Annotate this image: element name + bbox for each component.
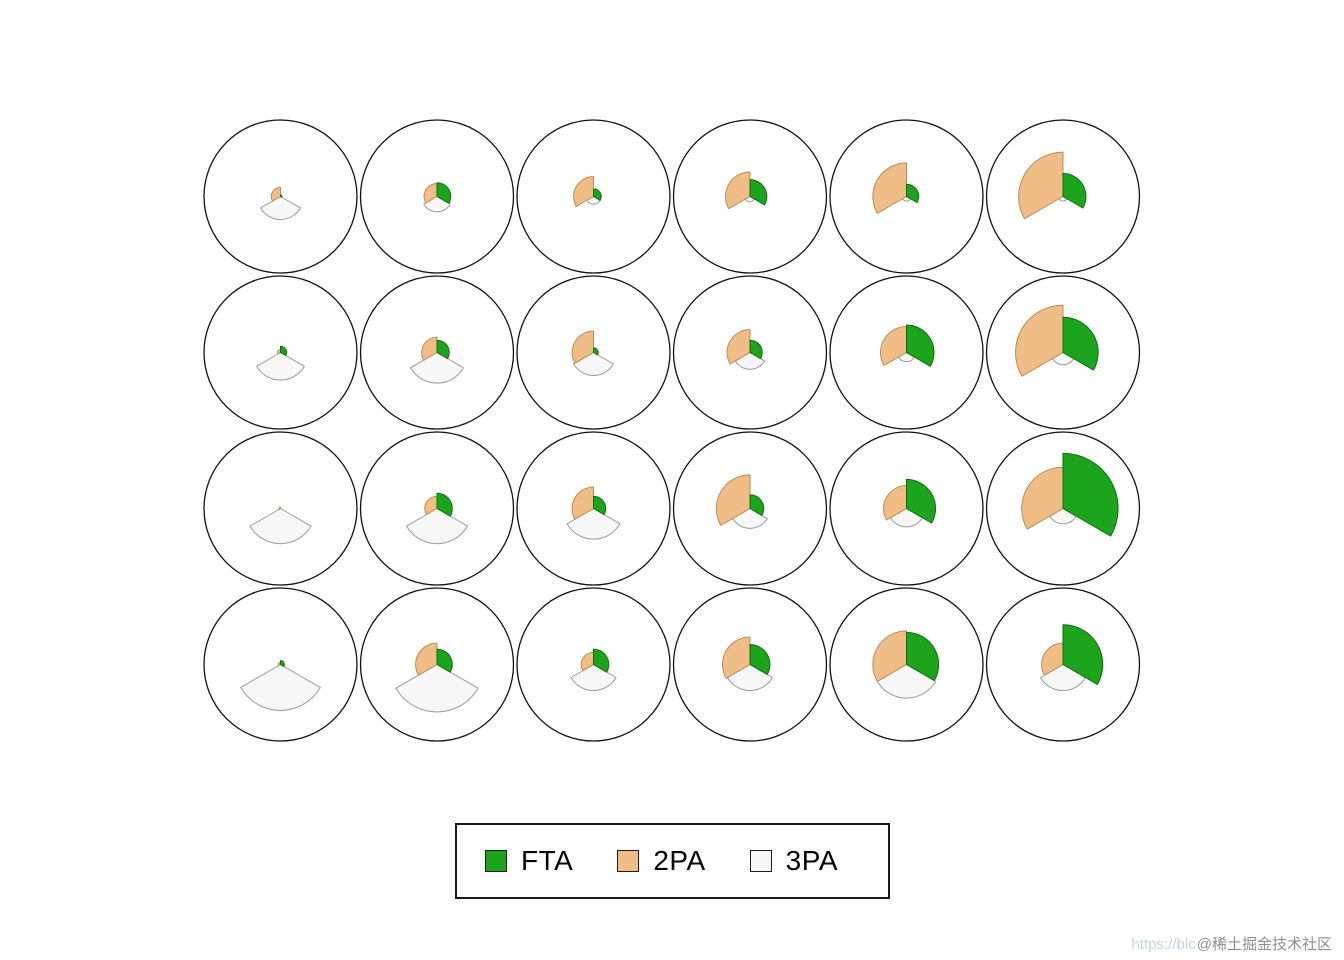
wedge-2pa xyxy=(726,329,751,365)
wedge-3pa xyxy=(573,352,614,376)
wedge-3pa xyxy=(876,664,937,699)
wedge-2pa xyxy=(722,636,751,679)
wedge-2pa xyxy=(1041,642,1064,676)
wedge-2pa xyxy=(270,186,281,202)
wedge-3pa xyxy=(734,352,766,370)
wedge-2pa xyxy=(872,162,907,214)
watermark-handle: @稀土掘金技术社区 xyxy=(1194,936,1332,953)
wedge-3pa xyxy=(249,508,312,545)
cell-r4-c3 xyxy=(516,587,671,742)
wedge-fta xyxy=(1062,452,1119,537)
watermark: https://blog.c @稀土掘金技术社区 xyxy=(1132,933,1332,954)
cell-r3-c6 xyxy=(985,431,1141,586)
2pa-swatch-icon xyxy=(617,850,640,872)
fta-swatch-icon xyxy=(485,850,507,872)
wedge-3pa xyxy=(423,196,451,213)
wedge-fta xyxy=(749,494,765,516)
wedge-2pa xyxy=(423,183,438,204)
wedge-2pa xyxy=(571,486,594,520)
wedge-2pa xyxy=(421,336,438,361)
cell-r3-c5 xyxy=(829,431,984,586)
wedge-fta xyxy=(749,339,763,360)
wedge-2pa xyxy=(883,485,907,521)
wedge-fta xyxy=(906,631,940,682)
legend-item-2pa: 2PA xyxy=(617,845,705,877)
cell-r2-c4 xyxy=(672,275,828,430)
wedge-3pa xyxy=(256,352,305,381)
wedge-fta xyxy=(436,339,450,360)
wedge-fta xyxy=(906,324,935,367)
cell-r3-c1 xyxy=(203,431,358,586)
legend-label-fta: FTA xyxy=(521,845,574,876)
wedge-fta xyxy=(1062,173,1087,209)
wedge-3pa xyxy=(570,664,617,691)
wedge-2pa xyxy=(880,325,907,366)
wedge-3pa xyxy=(566,508,621,540)
legend-label-3pa: 3PA xyxy=(785,845,839,876)
cell-r2-c1 xyxy=(203,275,358,430)
cell-r1-c5 xyxy=(829,119,984,274)
cell-r2-c3 xyxy=(516,275,671,430)
wedge-2pa xyxy=(725,171,751,210)
wedge-3pa xyxy=(726,664,774,691)
wedge-fta xyxy=(280,194,283,198)
cell-r4-c6 xyxy=(985,587,1141,742)
legend-item-fta: FTA xyxy=(485,845,573,877)
cell-r4-c5 xyxy=(829,587,984,742)
cell-r2-c2 xyxy=(359,275,515,430)
wedge-fta xyxy=(1062,624,1104,685)
wedge-2pa xyxy=(571,330,594,364)
wedge-fta xyxy=(906,183,920,204)
cell-r4-c1 xyxy=(203,587,358,742)
wedge-3pa xyxy=(395,664,479,713)
cell-r3-c4 xyxy=(672,431,828,586)
wedge-3pa xyxy=(890,508,923,528)
wedge-3pa xyxy=(410,352,464,384)
wedge-fta xyxy=(749,644,771,675)
wedge-fta xyxy=(1062,316,1099,371)
cell-r3-c2 xyxy=(359,431,515,586)
cell-r1-c3 xyxy=(516,119,671,274)
wedge-2pa xyxy=(415,642,438,676)
wedge-fta xyxy=(280,345,288,357)
wedge-fta xyxy=(593,188,602,201)
cell-r2-c6 xyxy=(985,275,1141,430)
legend-item-3pa: 3PA xyxy=(749,845,839,877)
wedge-3pa xyxy=(406,508,468,545)
wedge-fta xyxy=(436,648,453,673)
wedge-fta xyxy=(280,660,285,667)
cell-r1-c1 xyxy=(203,119,358,274)
cell-r4-c4 xyxy=(672,587,828,742)
cell-r4-c2 xyxy=(359,587,515,742)
3pa-swatch-icon xyxy=(749,850,772,872)
wedge-fta xyxy=(749,179,768,206)
wedge-2pa xyxy=(1018,151,1064,220)
cell-r1-c4 xyxy=(672,119,828,274)
wedge-2pa xyxy=(573,176,594,207)
legend: FTA 2PA 3PA xyxy=(455,823,890,899)
cell-r3-c3 xyxy=(516,431,671,586)
wedge-2pa xyxy=(1015,304,1064,377)
wedge-2pa xyxy=(1021,466,1064,530)
legend-label-2pa: 2PA xyxy=(653,845,706,876)
wedge-2pa xyxy=(872,630,907,682)
wedge-3pa xyxy=(1049,508,1077,525)
cell-r2-c5 xyxy=(829,275,984,430)
wedge-3pa xyxy=(240,664,321,711)
cell-r1-c6 xyxy=(985,119,1141,274)
wedge-fta xyxy=(436,492,453,517)
wedge-fta xyxy=(906,478,936,524)
wedge-2pa xyxy=(278,506,281,510)
wedge-fta xyxy=(593,648,610,673)
wedge-fta xyxy=(593,347,599,356)
wedge-2pa xyxy=(715,474,751,526)
wedge-fta xyxy=(436,182,452,204)
wedge-3pa xyxy=(260,196,301,220)
wedge-fta xyxy=(593,495,607,516)
wedge-3pa xyxy=(1039,664,1087,691)
cell-r1-c2 xyxy=(359,119,515,274)
